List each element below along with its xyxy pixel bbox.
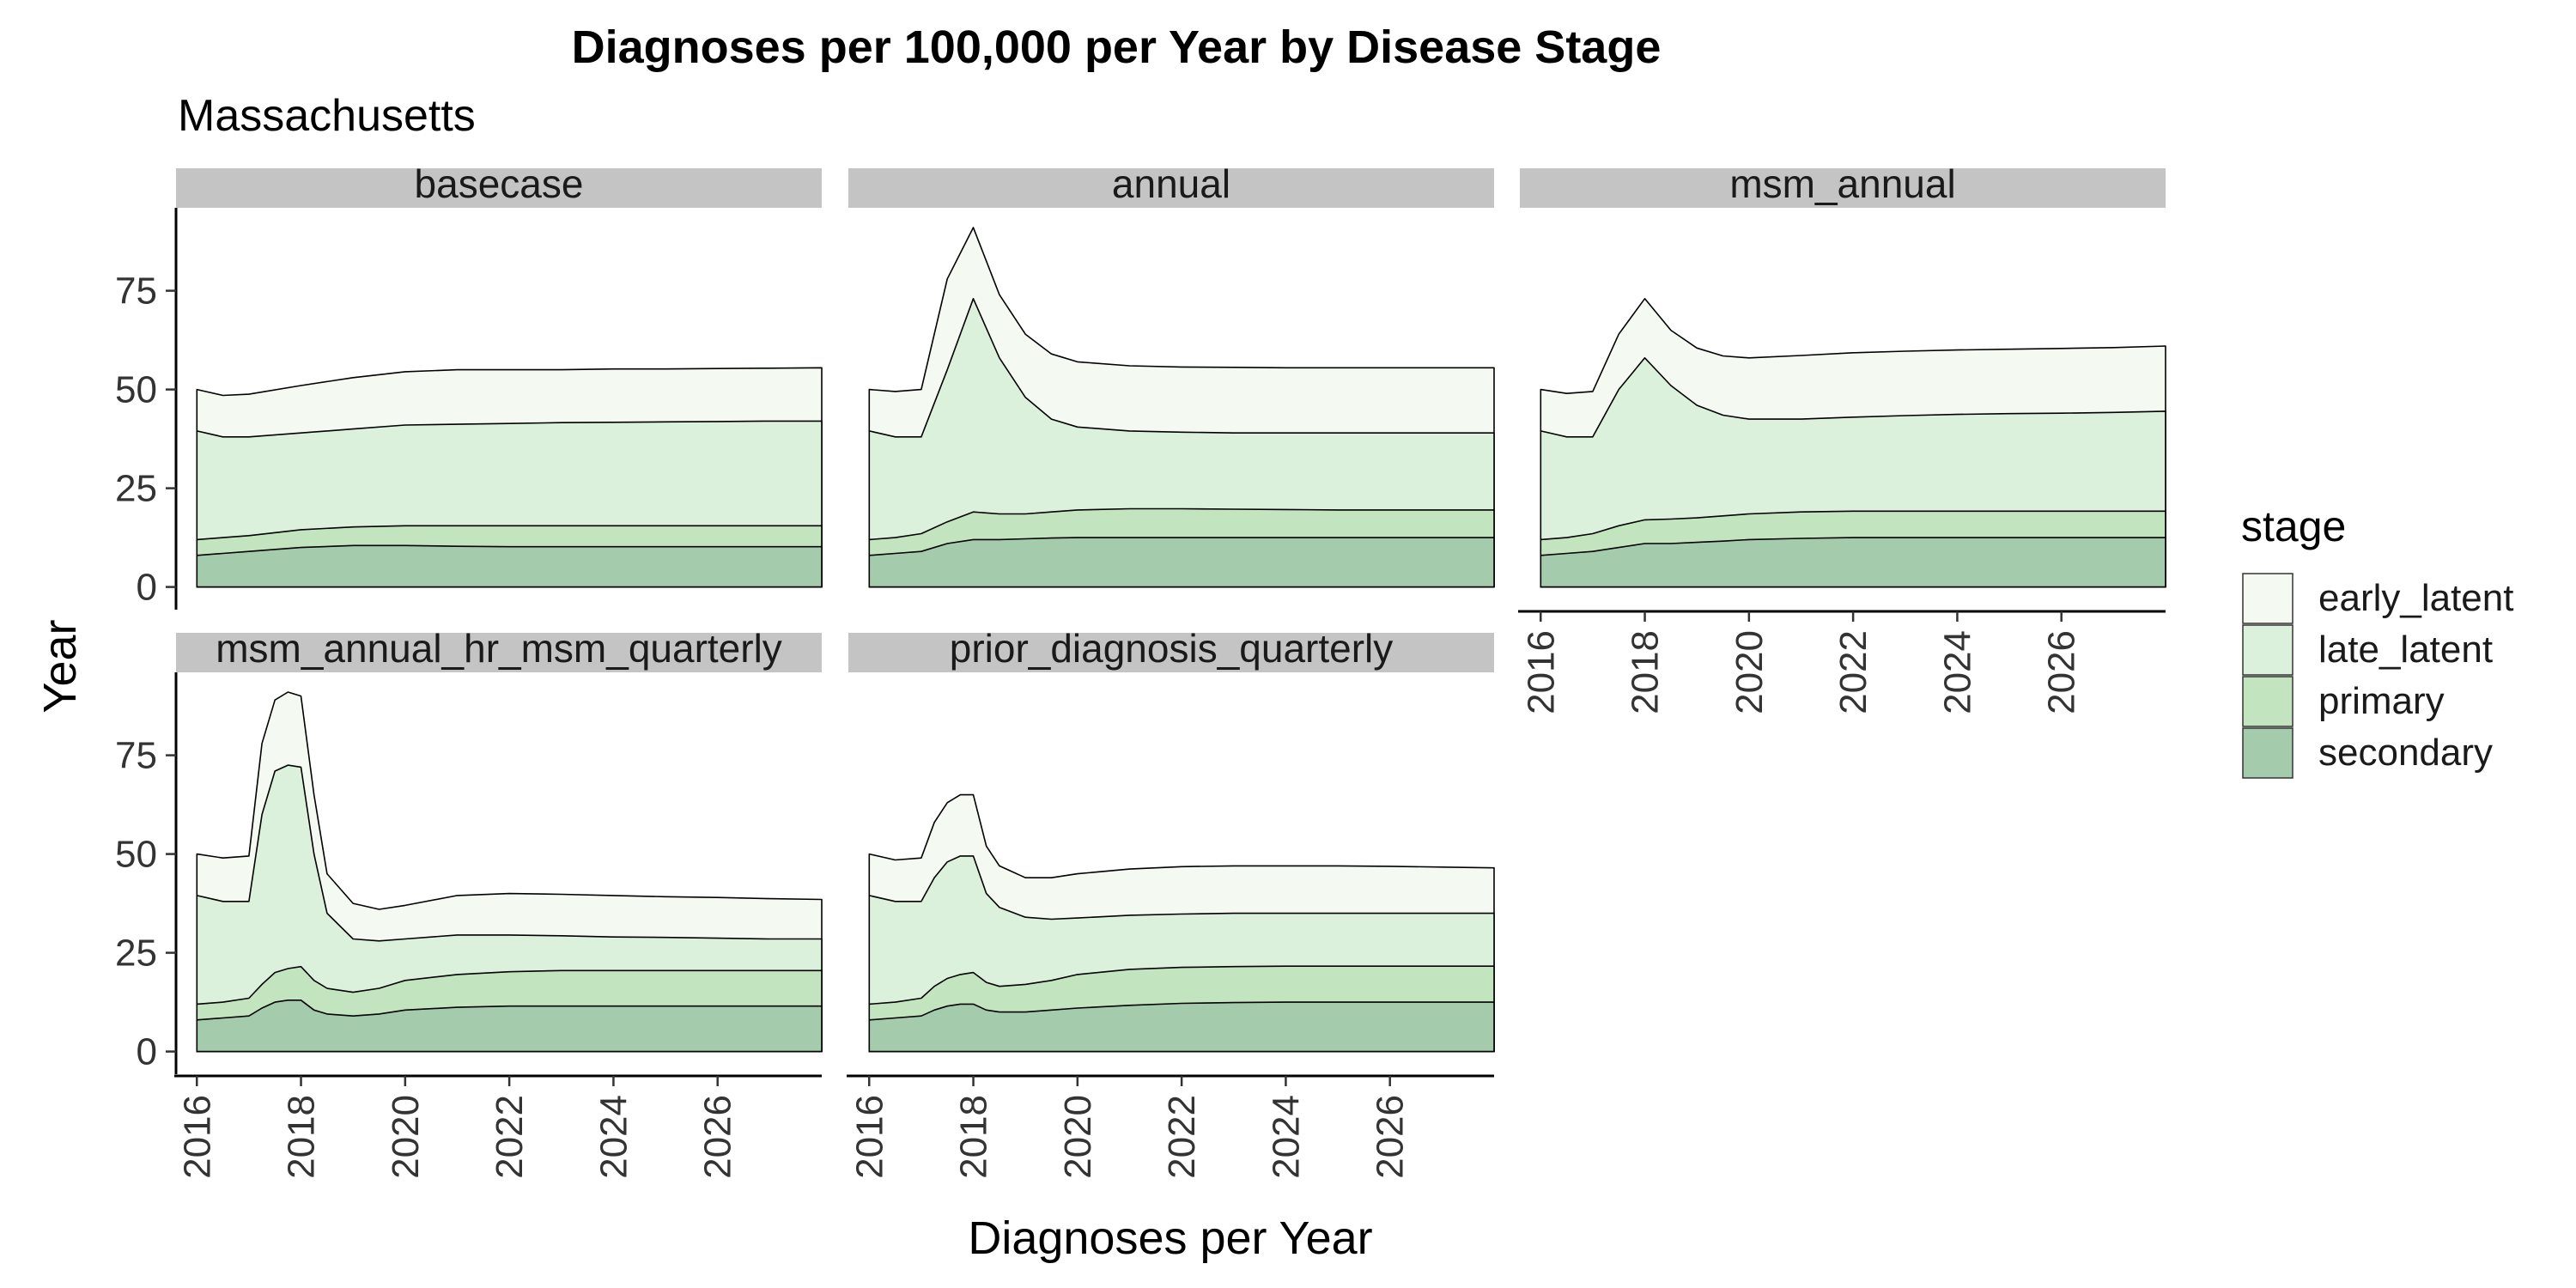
x-tick-label: 2016 — [848, 1095, 890, 1179]
x-tick-label: 2026 — [1370, 1095, 1412, 1179]
area-secondary — [868, 537, 1495, 588]
x-tick-label: 2022 — [1832, 630, 1874, 714]
x-tick-label: 2020 — [1728, 630, 1771, 714]
facet-strip — [176, 168, 822, 208]
x-tick-label: 2018 — [1625, 630, 1667, 714]
legend-title: stage — [2241, 502, 2346, 550]
legend-label: secondary — [2318, 732, 2493, 774]
x-tick-label: 2016 — [1520, 630, 1562, 714]
facet-panel-msm_annual: msm_annual 2016 2018 2020 2022 2024 2026 — [1518, 161, 2166, 714]
facet-strip — [1520, 168, 2166, 208]
y-tick-label: 0 — [137, 1031, 157, 1073]
legend-label: primary — [2318, 680, 2445, 722]
x-tick-label: 2016 — [176, 1095, 218, 1179]
facet-strip — [848, 168, 1494, 208]
area-secondary — [1540, 537, 2166, 588]
y-tick-label: 25 — [115, 468, 157, 510]
x-tick-label: 2022 — [489, 1095, 531, 1179]
legend-key — [2242, 727, 2293, 779]
legend-key — [2242, 573, 2293, 624]
legend-key — [2242, 624, 2293, 676]
facet-strip-label: annual — [1112, 161, 1230, 206]
facet-panel-annual: annual — [848, 161, 1495, 588]
x-tick-label: 2018 — [953, 1095, 995, 1179]
y-tick-label: 0 — [137, 567, 157, 609]
x-tick-label: 2022 — [1161, 1095, 1203, 1179]
facet-strip — [176, 633, 822, 672]
x-tick-label: 2020 — [1057, 1095, 1099, 1179]
y-axis-title: Year — [34, 619, 86, 713]
legend-item-secondary: secondary — [2242, 727, 2493, 779]
x-tick-label: 2024 — [592, 1095, 635, 1179]
facet-panel-basecase: basecase 0 25 50 75 — [115, 161, 823, 610]
facet-strip-label: prior_diagnosis_quarterly — [950, 626, 1394, 671]
y-tick-label: 75 — [115, 270, 157, 313]
area-secondary — [196, 999, 823, 1053]
x-tick-label: 2018 — [281, 1095, 323, 1179]
y-tick-label: 75 — [115, 735, 157, 777]
legend-item-late_latent: late_latent — [2242, 624, 2493, 676]
legend-key — [2242, 676, 2293, 727]
area-secondary — [868, 1001, 1495, 1053]
legend-item-early_latent: early_latent — [2242, 573, 2513, 624]
facet-strip — [848, 633, 1494, 672]
chart-title: Diagnoses per 100,000 per Year by Diseas… — [572, 21, 1662, 73]
facet-strip-label: basecase — [415, 161, 584, 206]
x-tick-label: 2024 — [1265, 1095, 1307, 1179]
facet-panels: basecase 0 25 50 75 annual msm_annual 2016 2018 2… — [115, 161, 2166, 1179]
x-tick-label: 2026 — [697, 1095, 739, 1179]
x-tick-label: 2024 — [1936, 630, 1978, 714]
area-secondary — [196, 544, 823, 588]
x-axis-title: Diagnoses per Year — [968, 1212, 1372, 1264]
legend-label: late_latent — [2318, 629, 2493, 671]
facet-strip-label: msm_annual — [1729, 161, 1955, 206]
x-tick-label: 2026 — [2041, 630, 2083, 714]
legend-item-primary: primary — [2242, 676, 2445, 727]
chart-subtitle: Massachusetts — [178, 91, 476, 141]
facet-panel-prior_diagnosis_quarterly: prior_diagnosis_quarterly 2016 2018 2020 202… — [847, 626, 1495, 1179]
facet-panel-msm_annual_hr_msm_quarterly: msm_annual_hr_msm_quarterly 0 25 50 75 2016 20… — [115, 626, 823, 1179]
legend-label: early_latent — [2318, 577, 2513, 619]
facet-strip-label: msm_annual_hr_msm_quarterly — [216, 626, 782, 671]
y-tick-label: 25 — [115, 933, 157, 975]
y-tick-label: 50 — [115, 834, 157, 876]
x-tick-label: 2020 — [385, 1095, 427, 1179]
y-tick-label: 50 — [115, 369, 157, 411]
